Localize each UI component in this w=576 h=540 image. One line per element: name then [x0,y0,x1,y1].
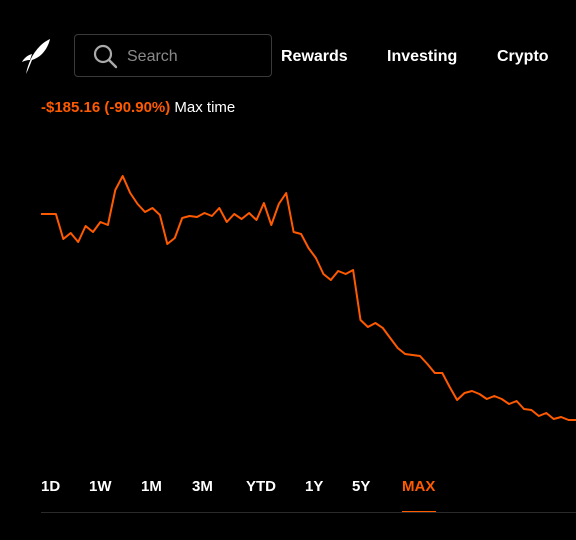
range-button[interactable]: 3M [192,478,213,495]
nav-link[interactable]: Crypto [497,48,549,65]
nav-link[interactable]: Investing [387,48,458,65]
search-icon [93,44,118,69]
search-placeholder: Search [127,48,178,65]
range-button[interactable]: 1Y [305,478,324,495]
range-button[interactable]: MAX [402,478,436,495]
range-button[interactable]: 5Y [352,478,371,495]
nav-link[interactable]: Rewards [281,48,348,65]
performance-change: -$185.16 (-90.90%) [41,99,171,116]
search-box[interactable]: Search [74,34,272,77]
range-button[interactable]: 1W [89,478,112,495]
performance: -$185.16 (-90.90%) Max time [41,99,235,116]
range-button[interactable]: YTD [246,478,276,495]
divider [41,512,576,513]
performance-period: Max time [174,99,236,116]
range-button[interactable]: 1D [41,478,61,495]
range-selector: 1D 1W 1M 3M YTD 1Y 5Y MAX [0,476,576,516]
logo[interactable] [20,38,52,76]
price-line [41,175,576,421]
range-button[interactable]: 1M [141,478,162,495]
